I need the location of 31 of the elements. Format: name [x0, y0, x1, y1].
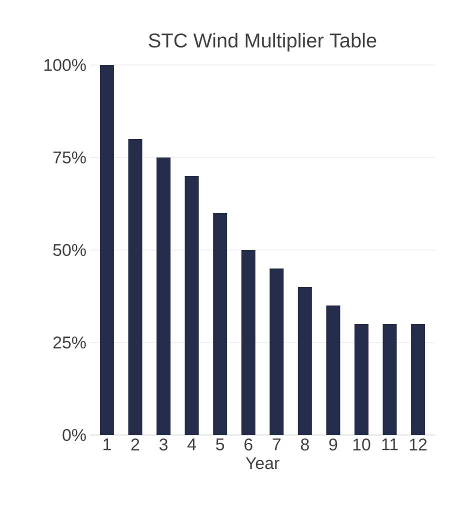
bar — [100, 64, 114, 435]
bar — [354, 324, 368, 435]
x-tick-label: 7 — [272, 438, 280, 450]
bar — [298, 287, 312, 435]
y-tick-label: 50% — [53, 244, 86, 256]
y-tick-label: 0% — [62, 429, 86, 442]
chart-title: STC Wind Multiplier Table — [148, 32, 376, 52]
bar — [326, 306, 340, 435]
bar — [241, 250, 256, 435]
y-tick-label: 25% — [53, 336, 86, 348]
x-tick-label: 9 — [329, 438, 338, 451]
x-tick-label: 4 — [187, 438, 196, 450]
x-tick-label: 8 — [300, 438, 309, 451]
bar — [411, 324, 426, 435]
x-tick-label: 2 — [131, 438, 140, 450]
bar — [128, 138, 142, 435]
y-tick-label: 75% — [53, 152, 86, 164]
x-tick-label: 11 — [382, 438, 398, 450]
bar — [213, 213, 228, 435]
x-tick-label: 10 — [353, 438, 370, 451]
bar — [270, 268, 284, 435]
x-tick-label: 6 — [244, 438, 252, 451]
bar — [156, 157, 171, 435]
x-tick-label: 12 — [410, 438, 427, 450]
x-axis-title: Year — [246, 457, 280, 470]
bar — [184, 176, 199, 435]
x-tick-label: 5 — [216, 438, 224, 450]
x-tick-label: 1 — [104, 438, 111, 450]
y-tick-label: 100% — [44, 59, 86, 71]
x-tick-label: 3 — [159, 438, 168, 451]
bar — [382, 324, 397, 435]
